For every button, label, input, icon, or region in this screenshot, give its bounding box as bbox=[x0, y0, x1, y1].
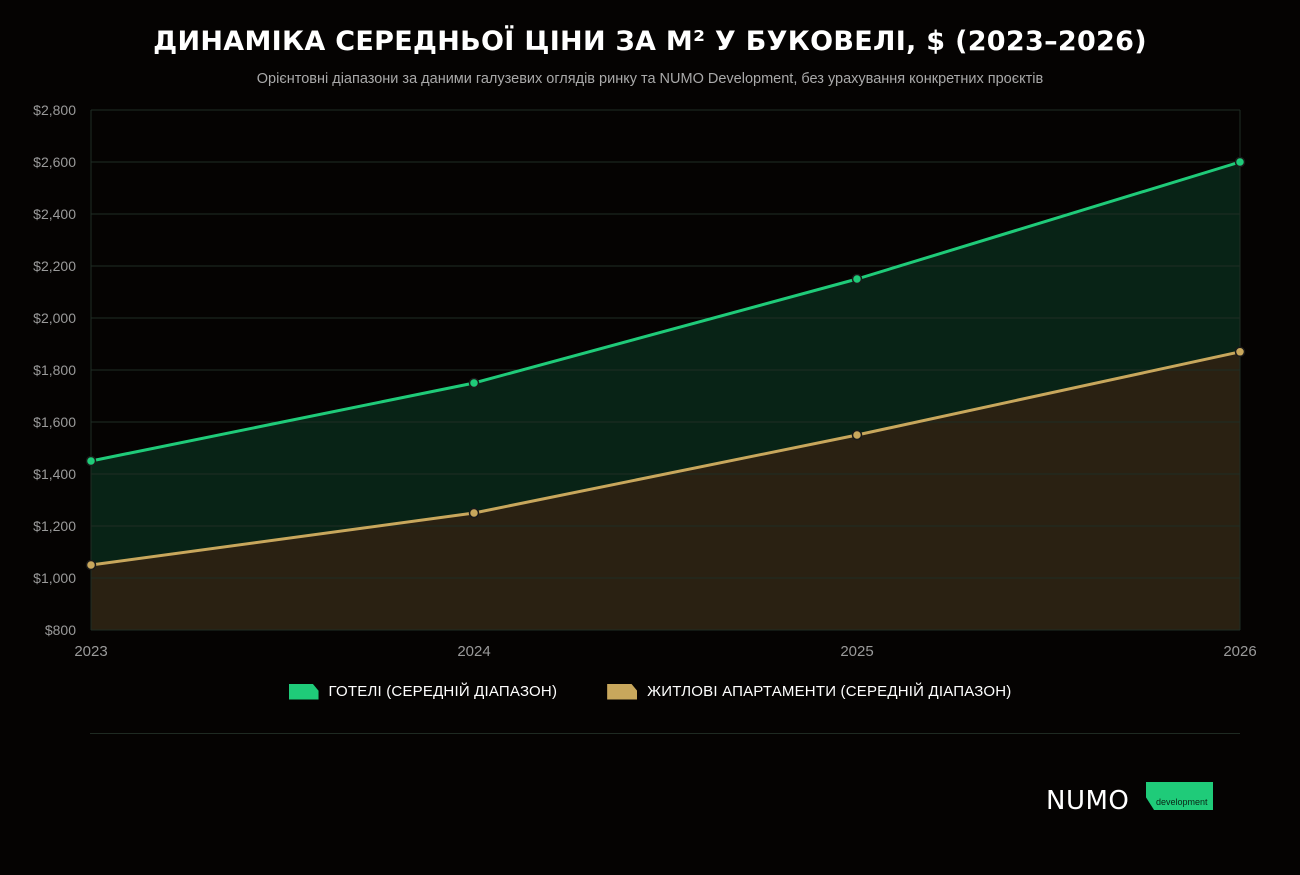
legend-swatch-apartments-icon bbox=[607, 683, 638, 700]
data-point-hotels bbox=[85, 455, 97, 467]
series-line-hotels bbox=[90, 160, 1241, 463]
legend-label-hotels: ГОТЕЛІ (СЕРЕДНІЙ ДІАПАЗОН) bbox=[328, 683, 558, 700]
x-tick-label: 2023 bbox=[74, 643, 107, 660]
y-tick-label: $800 bbox=[45, 622, 76, 638]
legend-item-apartments: ЖИТЛОВІ АПАРТАМЕНТИ (СЕРЕДНІЙ ДІАПАЗОН) bbox=[607, 683, 1011, 700]
chart-subtitle: Орієнтовні діапазони за даними галузевих… bbox=[256, 71, 1044, 87]
area-chart: $800 $1,000 $1,200 $1,400 $1,600 $1,800 $2,000… bbox=[33, 102, 1257, 660]
area-fill-hotels bbox=[91, 162, 1240, 565]
x-tick-label: 2026 bbox=[1223, 643, 1256, 660]
logo-wordmark: NUMO bbox=[1046, 786, 1130, 816]
y-tick-label: $2,600 bbox=[33, 154, 76, 170]
y-tick-label: $1,200 bbox=[33, 518, 76, 534]
chart-legend: ГОТЕЛІ (СЕРЕДНІЙ ДІАПАЗОН) ЖИТЛОВІ АПАРТ… bbox=[0, 683, 1300, 700]
logo-tag-icon: development bbox=[1146, 782, 1213, 810]
data-point-apartments bbox=[851, 429, 863, 441]
logo-tag-text: development bbox=[1156, 797, 1208, 807]
data-point-apartments bbox=[85, 559, 97, 571]
x-tick-label: 2025 bbox=[840, 643, 873, 660]
data-point-hotels bbox=[468, 377, 480, 389]
series-line-apartments bbox=[90, 350, 1241, 567]
data-point-hotels bbox=[1234, 156, 1246, 168]
numo-logo: NUMO development bbox=[1046, 782, 1216, 816]
y-tick-label: $1,000 bbox=[33, 570, 76, 586]
legend-item-hotels: ГОТЕЛІ (СЕРЕДНІЙ ДІАПАЗОН) bbox=[288, 683, 558, 700]
y-tick-label: $1,600 bbox=[33, 414, 76, 430]
legend-label-apartments: ЖИТЛОВІ АПАРТАМЕНТИ (СЕРЕДНІЙ ДІАПАЗОН) bbox=[647, 683, 1012, 700]
data-point-apartments bbox=[1234, 346, 1246, 358]
area-fill-apartments bbox=[91, 351, 1240, 630]
data-point-hotels bbox=[851, 273, 863, 285]
y-tick-label: $2,800 bbox=[33, 102, 76, 118]
y-tick-label: $2,400 bbox=[33, 206, 76, 222]
y-tick-label: $1,400 bbox=[33, 466, 76, 482]
y-tick-label: $2,000 bbox=[33, 310, 76, 326]
legend-swatch-hotels-icon bbox=[288, 683, 319, 700]
y-tick-label: $2,200 bbox=[33, 258, 76, 274]
footer-divider bbox=[90, 733, 1240, 734]
chart-title: ДИНАМІКА СЕРЕДНЬОЇ ЦІНИ ЗА М² У БУКОВЕЛІ… bbox=[153, 26, 1147, 57]
data-point-apartments bbox=[468, 507, 480, 519]
x-tick-label: 2024 bbox=[457, 643, 490, 660]
y-tick-label: $1,800 bbox=[33, 362, 76, 378]
